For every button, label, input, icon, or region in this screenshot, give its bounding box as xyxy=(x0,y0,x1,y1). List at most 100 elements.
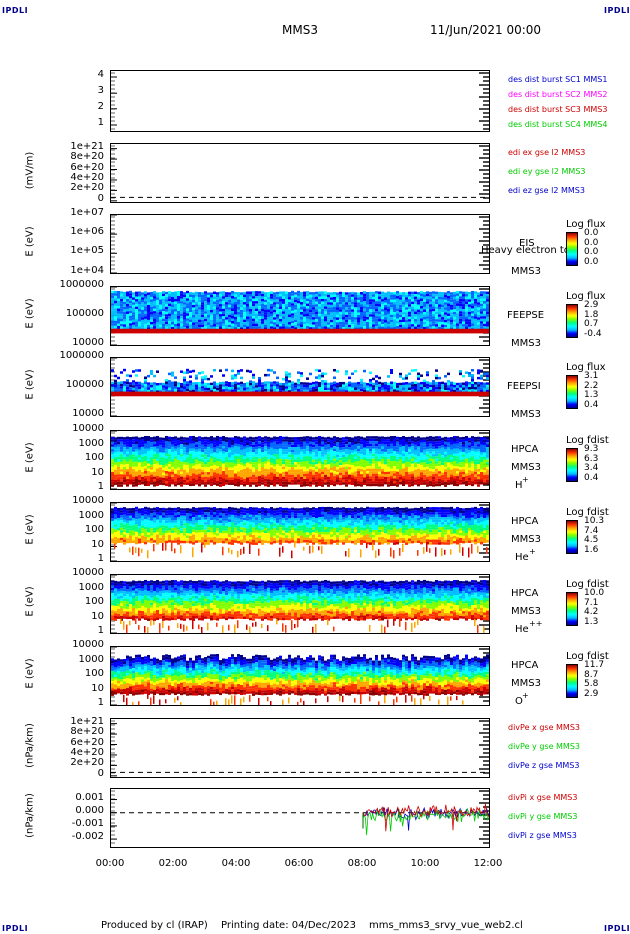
spectrogram-cell xyxy=(171,446,174,450)
spectrogram-cell xyxy=(402,312,405,315)
spectrogram-cell xyxy=(129,439,132,442)
spectrogram-cell xyxy=(255,439,258,442)
spectrogram-cell xyxy=(435,321,438,325)
spectrogram-cell xyxy=(219,309,222,312)
spectrogram-cell xyxy=(303,436,306,439)
spectrogram-cell xyxy=(288,437,291,440)
spectrogram-cell xyxy=(321,461,324,465)
spectrogram-cell xyxy=(279,321,282,324)
spectrogram-cell xyxy=(126,479,129,482)
spectrogram-cell xyxy=(132,391,135,397)
spectrogram-cell xyxy=(186,474,189,478)
spectrogram-cell xyxy=(129,300,132,304)
spectrogram-cell xyxy=(207,302,210,305)
spectrogram-cell xyxy=(465,294,468,297)
spectrogram-cell xyxy=(141,328,144,334)
spectrogram-cell xyxy=(159,482,162,485)
spectrogram-cell xyxy=(288,319,291,323)
spectrogram-cell xyxy=(288,372,291,376)
spectrogram-cell xyxy=(375,390,378,393)
spectrogram-cell xyxy=(381,382,384,385)
spectrogram-cell xyxy=(270,296,273,299)
spectrogram-cell xyxy=(378,309,381,312)
spectrogram-cell xyxy=(258,443,261,447)
spectrogram-cell xyxy=(291,447,294,450)
spectrogram-cell xyxy=(225,386,228,389)
spectrogram-cell xyxy=(318,376,321,380)
spectrogram-cell xyxy=(204,385,207,388)
spectrogram-cell xyxy=(357,458,360,462)
spectrogram-cell xyxy=(396,313,399,317)
spectrogram-cell xyxy=(216,463,219,466)
spectrogram-cell xyxy=(477,328,480,334)
spectrogram-cell xyxy=(369,309,372,312)
spectrogram-cell xyxy=(267,326,270,330)
spectrogram-cell xyxy=(123,386,126,389)
spectrogram-cell xyxy=(321,476,324,480)
spectrogram-cell xyxy=(228,447,231,450)
spectrogram-cell xyxy=(138,301,141,304)
spectrogram-cell xyxy=(279,466,282,469)
spectrogram-cell xyxy=(330,317,333,320)
spectrogram-cell xyxy=(462,294,465,297)
spectrogram-cell xyxy=(189,461,192,464)
spectrogram-cell xyxy=(228,457,231,460)
spectrogram-cell xyxy=(396,311,399,314)
spectrogram-cell xyxy=(405,302,408,305)
spectrogram-cell xyxy=(363,460,366,463)
spectrogram-cell xyxy=(204,382,207,386)
spectrogram-cell xyxy=(288,322,291,325)
spectrogram-cell xyxy=(240,442,243,445)
spectrogram-cell xyxy=(282,464,285,467)
spectrogram-cell xyxy=(228,464,231,468)
spectrogram-cell xyxy=(270,462,273,466)
spectrogram-cell xyxy=(348,444,351,448)
spectrogram-cell xyxy=(126,446,129,450)
spectrogram-cell xyxy=(462,299,465,302)
spectrogram-cell xyxy=(201,459,204,463)
spectrogram-cell xyxy=(111,323,114,326)
spectrogram-cell xyxy=(366,294,369,298)
spectrogram-cell xyxy=(204,476,207,480)
spectrogram-cell xyxy=(210,292,213,295)
spectrogram-cell xyxy=(177,308,180,311)
spectrogram-cell xyxy=(159,299,162,303)
spectrogram-cell xyxy=(120,441,123,445)
spectrogram-cell xyxy=(252,474,255,478)
colorbar-title: Log flux xyxy=(566,291,606,302)
spectrogram-cell xyxy=(360,292,363,295)
spectrogram-cell xyxy=(219,451,222,455)
spectrogram-cell xyxy=(162,311,165,314)
spectrogram-cell xyxy=(255,293,258,297)
spectrogram-cell xyxy=(258,448,261,452)
spectrogram-cell xyxy=(297,308,300,311)
spectrogram-cell xyxy=(459,306,462,309)
spectrogram-cell xyxy=(348,469,351,473)
spectrogram-cell xyxy=(279,313,282,317)
spectrogram-cell xyxy=(159,319,162,323)
spectrogram-cell xyxy=(123,459,126,463)
spectrogram-cell xyxy=(426,291,429,294)
spectrogram-cell xyxy=(228,442,231,445)
colorbar-title: Log flux xyxy=(566,219,606,230)
spectrogram-cell xyxy=(285,444,288,447)
spectrogram-cell xyxy=(261,384,264,388)
spectrogram-cell xyxy=(198,461,201,464)
spectrogram-cell xyxy=(198,456,201,459)
spectrogram-cell xyxy=(255,311,258,314)
spectrogram-cell xyxy=(303,443,306,447)
spectrogram-cell xyxy=(330,450,333,453)
spectrogram-cell xyxy=(276,389,279,392)
spectrogram-cell xyxy=(351,482,354,486)
spectrogram-cell xyxy=(249,318,252,322)
spectrogram-cell xyxy=(144,328,147,334)
spectrogram-cell xyxy=(435,296,438,300)
spectrogram-cell xyxy=(309,299,312,303)
spectrogram-cell xyxy=(318,304,321,307)
spectrogram-cell xyxy=(150,382,153,385)
spectrogram-cell xyxy=(318,386,321,390)
spectrogram-cell xyxy=(486,294,489,297)
spectrogram-cell xyxy=(165,378,168,382)
spectrogram-cell xyxy=(120,316,123,319)
spectrogram-cell xyxy=(312,469,315,473)
